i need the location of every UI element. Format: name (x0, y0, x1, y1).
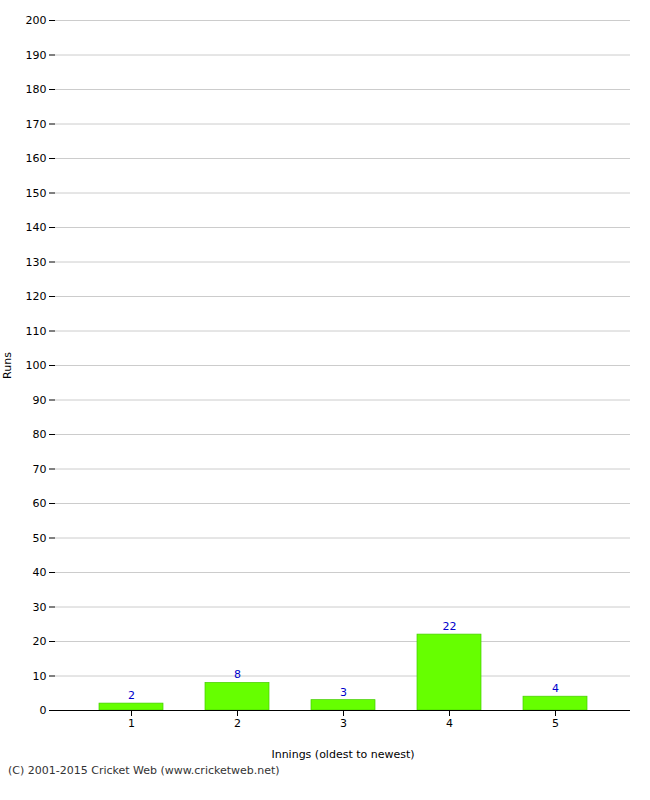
svg-text:10: 10 (33, 670, 47, 683)
svg-text:2: 2 (128, 689, 135, 702)
svg-text:90: 90 (33, 394, 47, 407)
svg-text:100: 100 (26, 359, 47, 372)
svg-text:70: 70 (33, 463, 47, 476)
svg-text:140: 140 (26, 221, 47, 234)
svg-text:40: 40 (33, 566, 47, 579)
svg-text:Runs: Runs (1, 352, 14, 379)
svg-text:110: 110 (26, 325, 47, 338)
svg-text:170: 170 (26, 118, 47, 131)
svg-text:180: 180 (26, 83, 47, 96)
svg-text:3: 3 (340, 717, 347, 730)
svg-text:4: 4 (552, 682, 559, 695)
svg-text:130: 130 (26, 256, 47, 269)
svg-text:60: 60 (33, 497, 47, 510)
svg-text:22: 22 (443, 620, 457, 633)
svg-text:3: 3 (340, 686, 347, 699)
svg-text:2: 2 (234, 717, 241, 730)
html-text:(C) 2001-2015 Cricket Web (www: (C) 2001-2015 Cricket Web (www.cricketwe… (8, 764, 280, 777)
svg-text:30: 30 (33, 601, 47, 614)
svg-text:120: 120 (26, 290, 47, 303)
svg-text:160: 160 (26, 152, 47, 165)
svg-text:1: 1 (128, 717, 135, 730)
svg-text:8: 8 (234, 668, 241, 681)
svg-text:200: 200 (26, 14, 47, 27)
svg-text:4: 4 (446, 717, 453, 730)
svg-text:50: 50 (33, 532, 47, 545)
svg-text:0: 0 (40, 704, 47, 717)
svg-text:150: 150 (26, 187, 47, 200)
svg-text:20: 20 (33, 635, 47, 648)
svg-text:80: 80 (33, 428, 47, 441)
svg-text:190: 190 (26, 49, 47, 62)
svg-text:5: 5 (552, 717, 559, 730)
svg-text:Innings (oldest to newest): Innings (oldest to newest) (271, 748, 414, 761)
